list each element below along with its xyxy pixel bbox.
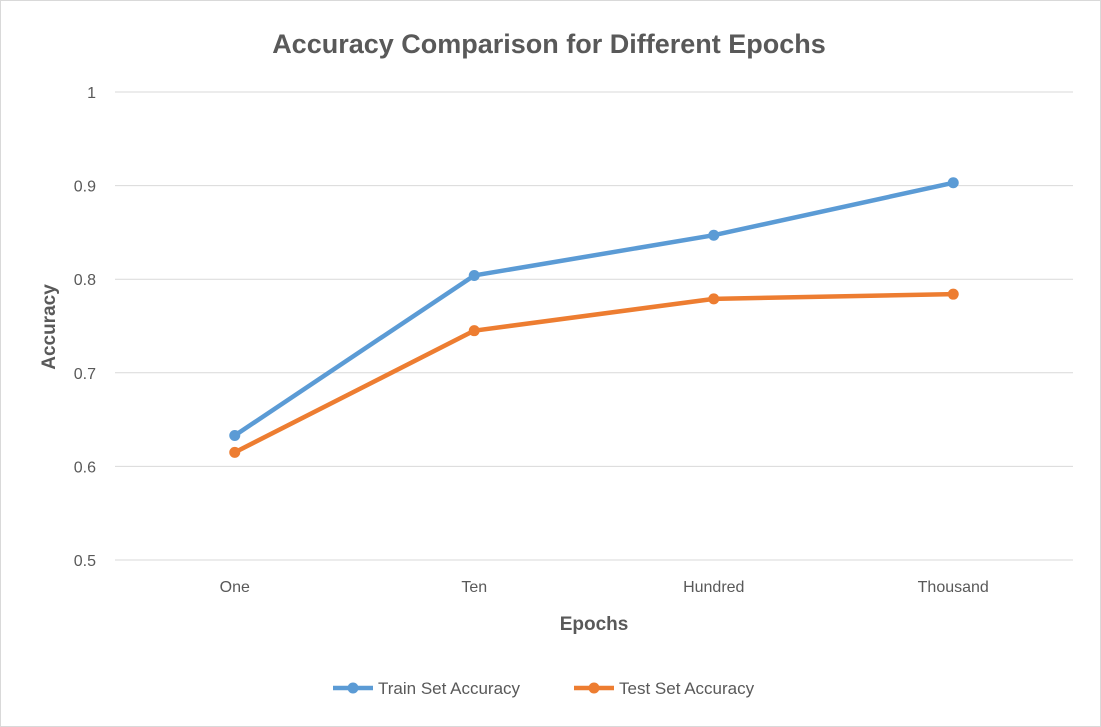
x-tick-label: Ten — [461, 579, 487, 596]
series-line — [232, 180, 956, 438]
data-point — [708, 229, 720, 241]
y-tick-label: 0.7 — [74, 366, 96, 383]
x-axis-ticks: One Ten Hundred Thousand — [220, 579, 989, 596]
legend: Train Set Accuracy Test Set Accuracy — [333, 679, 755, 698]
x-tick-label: Hundred — [683, 579, 744, 596]
chart-title: Accuracy Comparison for Different Epochs — [272, 29, 826, 59]
y-tick-label: 0.8 — [74, 272, 96, 289]
y-tick-label: 0.9 — [74, 179, 96, 196]
y-axis-title: Accuracy — [39, 284, 60, 370]
legend-marker — [588, 682, 600, 694]
legend-label: Train Set Accuracy — [378, 679, 521, 698]
series-line — [232, 291, 956, 455]
gridlines — [115, 91, 1073, 561]
legend-marker — [347, 682, 359, 694]
legend-item: Train Set Accuracy — [333, 679, 521, 698]
x-axis-title: Epochs — [560, 614, 629, 635]
y-tick-label: 0.6 — [74, 459, 96, 476]
series-2 — [229, 288, 959, 458]
data-point — [468, 325, 480, 337]
series-group — [229, 177, 959, 458]
legend-label: Test Set Accuracy — [619, 679, 755, 698]
y-tick-label: 1 — [87, 85, 96, 102]
data-point — [229, 446, 241, 458]
y-tick-label: 0.5 — [74, 553, 96, 570]
y-axis-ticks: 0.5 0.6 0.7 0.8 0.9 1 — [74, 85, 96, 570]
series-1 — [229, 177, 959, 442]
data-point — [947, 288, 959, 300]
data-point — [708, 293, 720, 305]
x-tick-label: One — [220, 579, 250, 596]
legend-item: Test Set Accuracy — [574, 679, 755, 698]
x-tick-label: Thousand — [918, 579, 989, 596]
data-point — [468, 269, 480, 281]
data-point — [229, 430, 241, 442]
data-point — [947, 177, 959, 189]
